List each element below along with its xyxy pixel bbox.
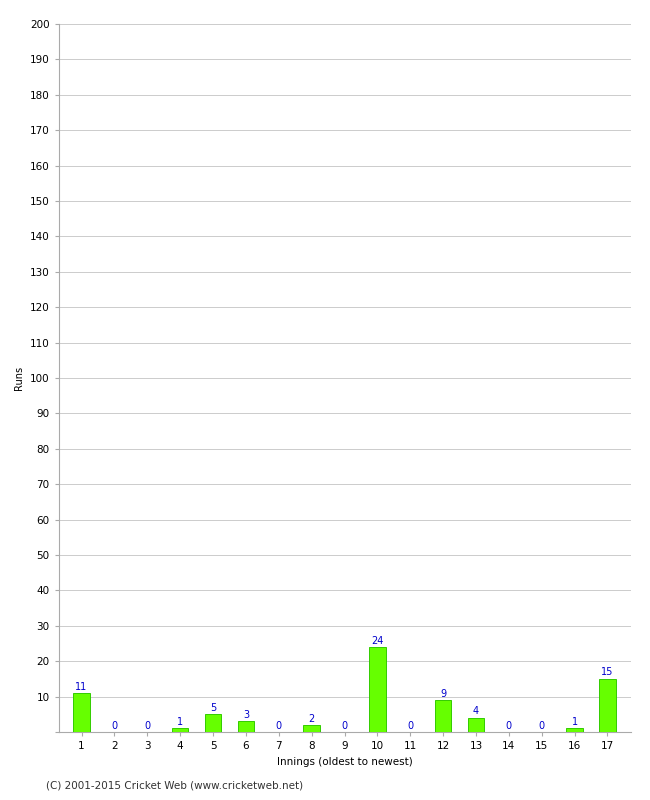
- Text: 0: 0: [407, 721, 413, 730]
- Bar: [369, 647, 385, 732]
- Text: 0: 0: [111, 721, 118, 730]
- Text: 11: 11: [75, 682, 88, 692]
- Text: 0: 0: [144, 721, 150, 730]
- Text: 24: 24: [371, 636, 384, 646]
- Bar: [599, 679, 616, 732]
- Text: 1: 1: [571, 717, 578, 727]
- Text: 9: 9: [440, 689, 446, 698]
- Bar: [73, 693, 90, 732]
- Bar: [566, 729, 583, 732]
- Text: 0: 0: [506, 721, 512, 730]
- Y-axis label: Runs: Runs: [14, 366, 24, 390]
- Text: 0: 0: [276, 721, 282, 730]
- Bar: [435, 700, 451, 732]
- Text: 4: 4: [473, 706, 479, 717]
- Bar: [172, 729, 188, 732]
- X-axis label: Innings (oldest to newest): Innings (oldest to newest): [277, 757, 412, 766]
- Text: 0: 0: [341, 721, 348, 730]
- Bar: [304, 725, 320, 732]
- Text: 15: 15: [601, 667, 614, 678]
- Bar: [238, 722, 254, 732]
- Bar: [205, 714, 221, 732]
- Text: 3: 3: [243, 710, 249, 720]
- Bar: [468, 718, 484, 732]
- Text: (C) 2001-2015 Cricket Web (www.cricketweb.net): (C) 2001-2015 Cricket Web (www.cricketwe…: [46, 781, 303, 790]
- Text: 2: 2: [309, 714, 315, 723]
- Text: 5: 5: [210, 703, 216, 713]
- Text: 0: 0: [539, 721, 545, 730]
- Text: 1: 1: [177, 717, 183, 727]
